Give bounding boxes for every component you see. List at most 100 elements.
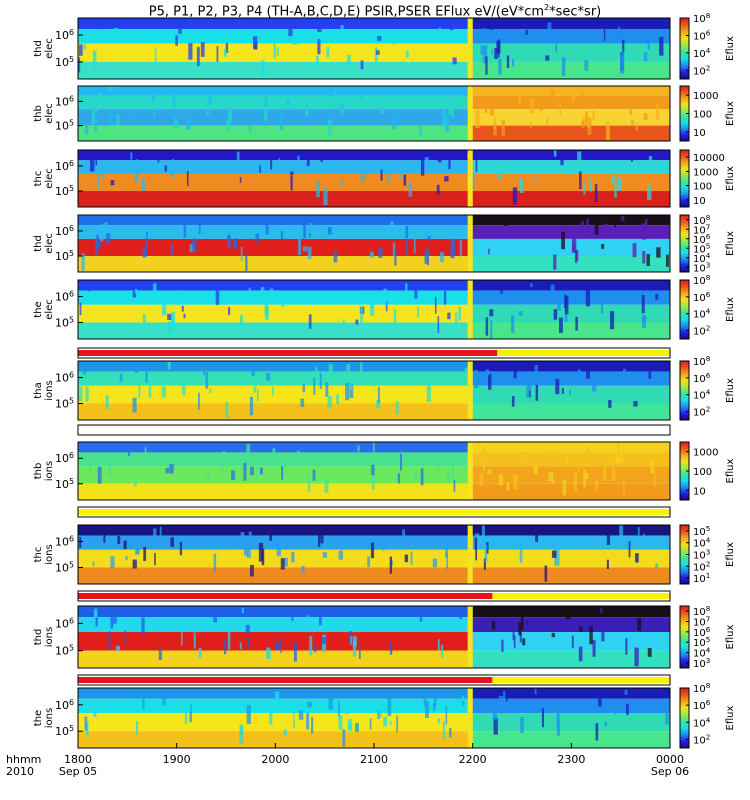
mode-change-column bbox=[467, 150, 473, 207]
x-tick-label: 2300 bbox=[557, 753, 585, 766]
spectrogram-streak bbox=[338, 701, 340, 718]
spectrogram-streak bbox=[115, 645, 120, 652]
spectrogram-streak bbox=[125, 555, 128, 561]
spectrogram-streak bbox=[451, 105, 455, 118]
status-segment bbox=[492, 593, 670, 599]
spectrogram-band bbox=[78, 109, 473, 126]
spectrogram-streak bbox=[144, 447, 147, 458]
spectrogram-streak bbox=[513, 474, 518, 490]
spectrogram-streak bbox=[445, 548, 448, 558]
spectrogram-streak bbox=[252, 294, 255, 300]
colorbar-tick-label: 102 bbox=[693, 405, 710, 419]
spectrogram-streak bbox=[272, 386, 274, 396]
spectrogram-streak bbox=[436, 184, 440, 195]
spectrogram-streak bbox=[420, 159, 425, 176]
spectrogram-streak bbox=[198, 648, 202, 659]
panel-label: thcelec bbox=[33, 168, 55, 189]
colorbar-tick-label: 106 bbox=[693, 625, 711, 639]
spectrogram-streak bbox=[665, 710, 669, 725]
colorbar-tick-label: 102 bbox=[693, 559, 710, 573]
y-tick-label: 106 bbox=[55, 698, 74, 712]
spectrogram-band bbox=[472, 452, 670, 467]
spectrogram-streak bbox=[572, 241, 576, 252]
spectrogram-streak bbox=[132, 284, 136, 298]
spectrogram-streak bbox=[241, 229, 245, 238]
spectrogram-band bbox=[472, 109, 670, 126]
y-tick-label: 106 bbox=[55, 371, 74, 385]
spectrogram-streak bbox=[92, 561, 95, 567]
colorbar-tick-label: 10000 bbox=[693, 153, 725, 164]
spectrogram-streak bbox=[171, 159, 175, 178]
spectrogram-streak bbox=[626, 703, 629, 715]
spectrogram-streak bbox=[134, 362, 139, 373]
mode-change-column bbox=[467, 525, 473, 584]
y-tick-label: 106 bbox=[55, 224, 74, 238]
spectrogram-streak bbox=[502, 364, 507, 371]
spectrogram-streak bbox=[579, 171, 582, 190]
spectrogram-streak bbox=[222, 451, 226, 464]
spectrogram-band bbox=[78, 632, 473, 651]
spectrogram-streak bbox=[175, 35, 178, 46]
colorbar-label: Eflux bbox=[725, 36, 736, 61]
spectrogram-streak bbox=[441, 113, 446, 120]
spectrogram-streak bbox=[284, 557, 288, 567]
panel-tha-ions: thaions Eflux bbox=[33, 360, 736, 421]
spectrogram-streak bbox=[459, 101, 462, 110]
spectrogram-streak bbox=[341, 107, 344, 114]
spectrogram-band bbox=[78, 18, 473, 29]
spectrogram-streak bbox=[227, 307, 231, 316]
spectrogram-streak bbox=[190, 704, 192, 713]
spectrogram-streak bbox=[583, 183, 586, 195]
colorbar-tick-label: 1000 bbox=[693, 448, 718, 459]
spectrogram-streak bbox=[152, 283, 157, 291]
spectrogram-streak bbox=[519, 178, 524, 194]
spectrogram-streak bbox=[312, 469, 316, 481]
spectrogram-streak bbox=[78, 57, 81, 73]
spectrogram-streak bbox=[338, 550, 343, 560]
spectrogram-streak bbox=[492, 702, 498, 720]
spectrogram-streak bbox=[419, 122, 422, 137]
spectrogram-band bbox=[78, 160, 473, 174]
spectrogram-streak bbox=[124, 630, 126, 648]
spectrogram-streak bbox=[553, 150, 557, 157]
spectrogram-streak bbox=[300, 398, 305, 408]
spectrogram-streak bbox=[437, 718, 441, 724]
spectrogram-streak bbox=[101, 167, 105, 178]
spectrogram-streak bbox=[169, 464, 174, 474]
spectrogram-band bbox=[472, 191, 670, 207]
spectrogram-streak bbox=[266, 647, 271, 660]
spectrogram-streak bbox=[529, 390, 531, 398]
spectrogram-streak bbox=[497, 172, 502, 180]
spectrogram-streak bbox=[450, 239, 456, 255]
colorbar-tick-label: 104 bbox=[693, 251, 711, 265]
spectrogram-streak bbox=[132, 397, 137, 413]
spectrogram-streak bbox=[561, 387, 564, 394]
spectrogram-band bbox=[472, 466, 670, 484]
spectrogram-streak bbox=[475, 110, 480, 129]
spectrogram-streak bbox=[306, 150, 310, 166]
spectrogram-streak bbox=[589, 626, 593, 645]
spectrogram-streak bbox=[370, 302, 375, 308]
spectrogram-streak bbox=[293, 711, 295, 729]
panel-label: thdelec bbox=[33, 38, 55, 59]
spectrogram-streak bbox=[116, 113, 120, 126]
spectrogram-streak bbox=[148, 542, 151, 547]
spectrogram-streak bbox=[78, 44, 83, 56]
spectrogram-streak bbox=[370, 305, 375, 316]
spectrogram-streak bbox=[559, 317, 563, 333]
mode-change-column bbox=[467, 606, 473, 668]
spectrogram-streak bbox=[345, 382, 350, 401]
status-bar-frame bbox=[77, 347, 671, 359]
spectrogram-streak bbox=[325, 382, 329, 397]
status-segment bbox=[78, 427, 670, 433]
spectrogram-streak bbox=[94, 118, 97, 132]
spectrogram-streak bbox=[296, 32, 300, 39]
colorbar-tick-label: 104 bbox=[693, 307, 711, 321]
spectrogram-streak bbox=[246, 705, 251, 724]
spectrogram-streak bbox=[266, 372, 271, 381]
spectrogram-streak bbox=[441, 644, 444, 659]
spectrogram-streak bbox=[637, 707, 642, 713]
spectrogram-streak bbox=[251, 364, 255, 377]
spectrogram-streak bbox=[133, 482, 137, 487]
spectrogram-streak bbox=[302, 246, 308, 252]
